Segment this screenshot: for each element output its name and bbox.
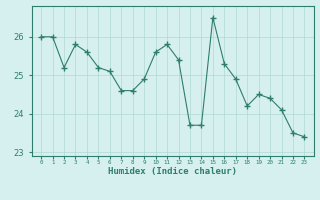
- X-axis label: Humidex (Indice chaleur): Humidex (Indice chaleur): [108, 167, 237, 176]
